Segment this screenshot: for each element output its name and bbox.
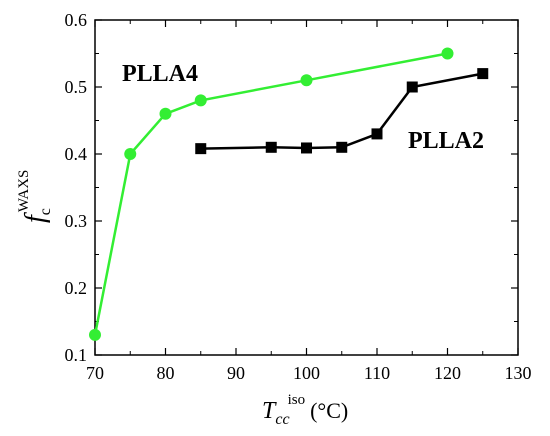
series-label-plla2: PLLA2 — [408, 128, 484, 154]
y-axis-label-sub: c — [37, 208, 54, 215]
data-point-plla2 — [477, 68, 489, 80]
y-axis-label: fc WAXS — [16, 170, 54, 223]
y-axis-label-sup: WAXS — [16, 170, 32, 213]
x-tick-label: 120 — [434, 363, 461, 383]
y-tick-label: 0.4 — [65, 144, 88, 164]
x-axis-label-unit: (°C) — [310, 398, 348, 423]
data-point-plla2 — [336, 141, 348, 153]
data-point-plla4 — [159, 107, 172, 120]
y-tick-label: 0.5 — [65, 77, 88, 97]
series-label-plla4: PLLA4 — [122, 61, 198, 87]
axis-ticks: 70 80 90 100 110 120 130 0.1 0.2 0.3 0.4 0.5 0.6 — [65, 10, 532, 383]
data-point-plla4 — [124, 148, 137, 160]
data-point-plla4 — [441, 47, 454, 60]
data-point-plla2 — [371, 128, 383, 140]
data-point-plla4 — [300, 74, 313, 87]
data-point-plla2 — [301, 142, 312, 154]
x-tick-label: 80 — [157, 363, 175, 383]
x-tick-label: 110 — [364, 363, 390, 383]
y-axis-label-main: f — [20, 212, 51, 223]
data-point-plla4 — [194, 94, 207, 107]
x-tick-label: 90 — [227, 363, 245, 383]
svg-text:fcWAXS: fc WAXS — [16, 170, 54, 223]
x-axis-label-sub: cc — [275, 411, 289, 428]
x-tick-label: 100 — [293, 363, 320, 383]
y-tick-label: 0.2 — [65, 278, 88, 298]
data-point-plla2 — [406, 81, 418, 93]
x-axis-label: Tcc iso (°C) — [262, 392, 348, 428]
series-line-plla4 — [93, 52, 448, 336]
y-tick-label: 0.3 — [65, 211, 88, 231]
x-tick-label: 130 — [505, 363, 532, 383]
y-tick-label: 0.1 — [65, 345, 88, 365]
x-axis-label-sup: iso — [288, 392, 306, 408]
data-point-plla2 — [195, 143, 207, 155]
x-tick-label: 70 — [86, 363, 104, 383]
data-point-plla2 — [265, 141, 277, 153]
x-axis-label-main: T — [262, 398, 277, 424]
data-point-plla4 — [89, 328, 101, 341]
y-tick-label: 0.6 — [65, 10, 88, 30]
series-layer — [89, 47, 489, 341]
